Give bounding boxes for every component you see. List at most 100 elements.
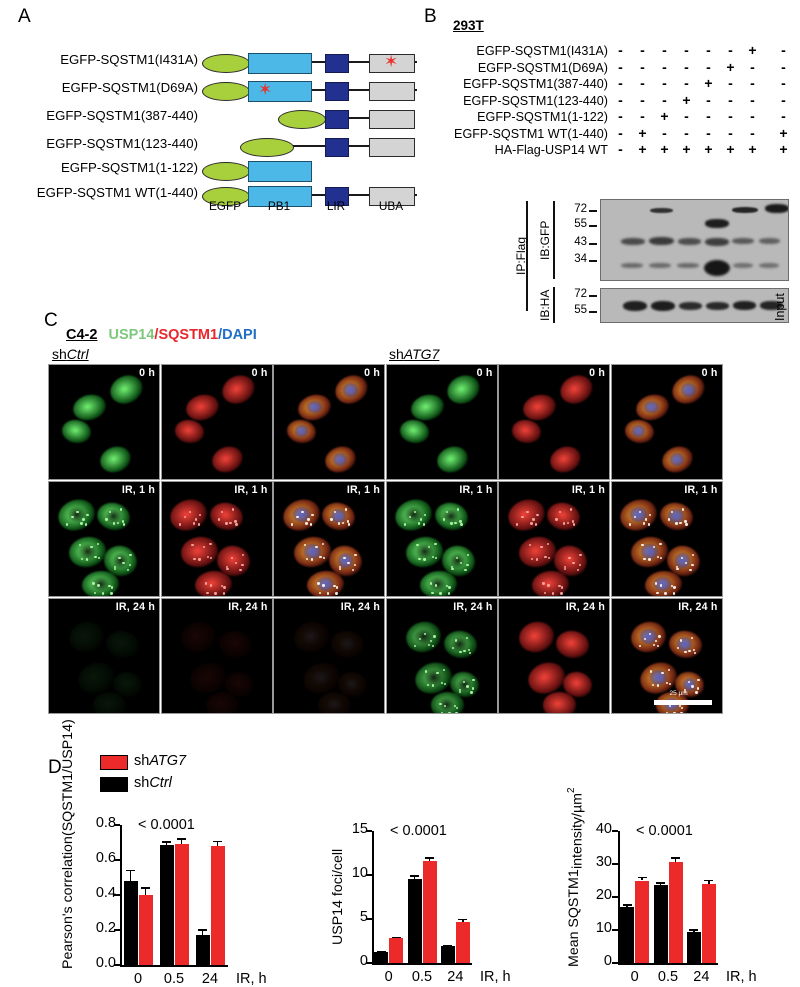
treatment-sign: - [662, 58, 667, 75]
focus-punctum [454, 639, 458, 642]
focus-punctum [335, 586, 339, 589]
focus-punctum [685, 523, 688, 526]
focus-punctum [78, 544, 82, 547]
construct-label: EGFP-SQSTM1 WT(1-440) [36, 185, 198, 200]
time-point-label: 0 h [139, 367, 155, 379]
focus-punctum [555, 518, 558, 521]
focus-punctum [455, 706, 459, 710]
focus-punctum [643, 557, 646, 560]
cell-blob [183, 390, 222, 424]
construct-row: EGFP-SQSTM1 WT(1-440) [0, 183, 420, 207]
focus-punctum [318, 591, 322, 595]
focus-punctum [536, 513, 539, 517]
bar-shATG7 [668, 862, 683, 963]
construct-label: EGFP-SQSTM1(123-440) [46, 136, 198, 151]
focus-punctum [530, 557, 533, 560]
y-axis-label: Mean SQSTM1 intensity/µm2 [566, 787, 586, 967]
focus-punctum [92, 582, 95, 585]
focus-punctum [301, 511, 304, 514]
focus-punctum [684, 561, 688, 565]
cell-blob [515, 617, 558, 656]
focus-punctum [676, 646, 680, 650]
error-cap [671, 857, 680, 859]
p-value-annotation: < 0.0001 [390, 823, 447, 839]
focus-punctum [122, 561, 125, 565]
treatment-sign: - [728, 75, 733, 91]
focus-punctum [118, 556, 121, 559]
condition-label-shctrl: shCtrl [52, 346, 89, 362]
treatment-sign: + [779, 141, 788, 157]
nucleus [303, 543, 321, 559]
focus-punctum [126, 568, 130, 572]
error-cap [198, 929, 207, 931]
treatment-row-label: HA-Flag-USP14 WT [494, 143, 608, 157]
y-axis [372, 831, 374, 965]
cell-blob [70, 390, 109, 424]
focus-punctum [305, 522, 308, 525]
nucleus [332, 453, 347, 466]
focus-punctum [466, 563, 469, 567]
treatment-sign: - [750, 58, 755, 75]
egfp-domain [202, 162, 250, 181]
panel-b: B 293T EGFP-SQSTM1(I431A) - - - - - - + - EGFP-SQ… [420, 0, 800, 330]
focus-punctum [414, 644, 417, 648]
error-cap [622, 903, 632, 906]
focus-punctum [129, 553, 132, 557]
time-point-label: 0 h [364, 367, 380, 379]
nucleus [405, 507, 423, 523]
nucleus [632, 425, 646, 437]
focus-punctum [108, 510, 111, 514]
construct-row: EGFP-SQSTM1(387-440) [0, 106, 420, 130]
treatment-row-label: EGFP-SQSTM1(387-440) [463, 77, 608, 91]
error-cap [704, 879, 714, 882]
focus-punctum [206, 591, 209, 595]
treatment-row-label: EGFP-SQSTM1(1-122) [477, 110, 608, 124]
focus-punctum [451, 646, 455, 650]
domain-label-egfp: EGFP [208, 199, 242, 213]
bar-shCtrl [123, 881, 138, 965]
cell-blob [543, 692, 576, 713]
focus-punctum [418, 557, 421, 560]
bar-shCtrl [374, 952, 389, 963]
x-tick-label: 0 [630, 969, 639, 985]
focus-punctum [311, 513, 314, 517]
focus-punctum [466, 685, 469, 688]
focus-punctum [440, 682, 444, 685]
focus-punctum [82, 518, 85, 521]
nucleus [77, 628, 95, 644]
error-bar [641, 876, 643, 881]
treatment-sign: + [704, 75, 713, 91]
focus-punctum [660, 556, 663, 560]
focus-punctum [431, 591, 434, 595]
focus-punctum [560, 592, 563, 595]
focus-punctum [108, 584, 111, 587]
focus-punctum [458, 690, 462, 694]
focus-punctum [113, 565, 116, 569]
p-value-annotation: < 0.0001 [138, 817, 195, 833]
treatment-sign: - [728, 108, 733, 124]
focus-punctum [322, 556, 325, 560]
bar-shATG7 [701, 883, 716, 963]
bar-shATG7 [389, 938, 404, 963]
focus-punctum [455, 556, 459, 559]
ib-gfp-label: IB:GFP [538, 220, 552, 260]
time-point-label: IR, 1 h [684, 484, 718, 496]
focus-punctum [234, 561, 238, 565]
bar-shATG7 [635, 880, 650, 963]
focus-punctum [296, 516, 299, 519]
focus-punctum [464, 568, 467, 572]
error-cap [689, 929, 699, 931]
focus-punctum [678, 705, 682, 708]
focus-punctum [466, 553, 470, 557]
error-cap [410, 875, 419, 878]
domain-label-lir: LIR [326, 199, 346, 213]
y-tick [366, 918, 372, 920]
focus-punctum [675, 522, 678, 525]
focus-punctum [86, 513, 89, 517]
error-cap [213, 840, 222, 843]
focus-punctum [547, 584, 550, 587]
focus-punctum [94, 555, 97, 559]
focus-punctum [310, 558, 314, 561]
focus-punctum [425, 670, 428, 673]
focus-punctum [429, 582, 432, 585]
